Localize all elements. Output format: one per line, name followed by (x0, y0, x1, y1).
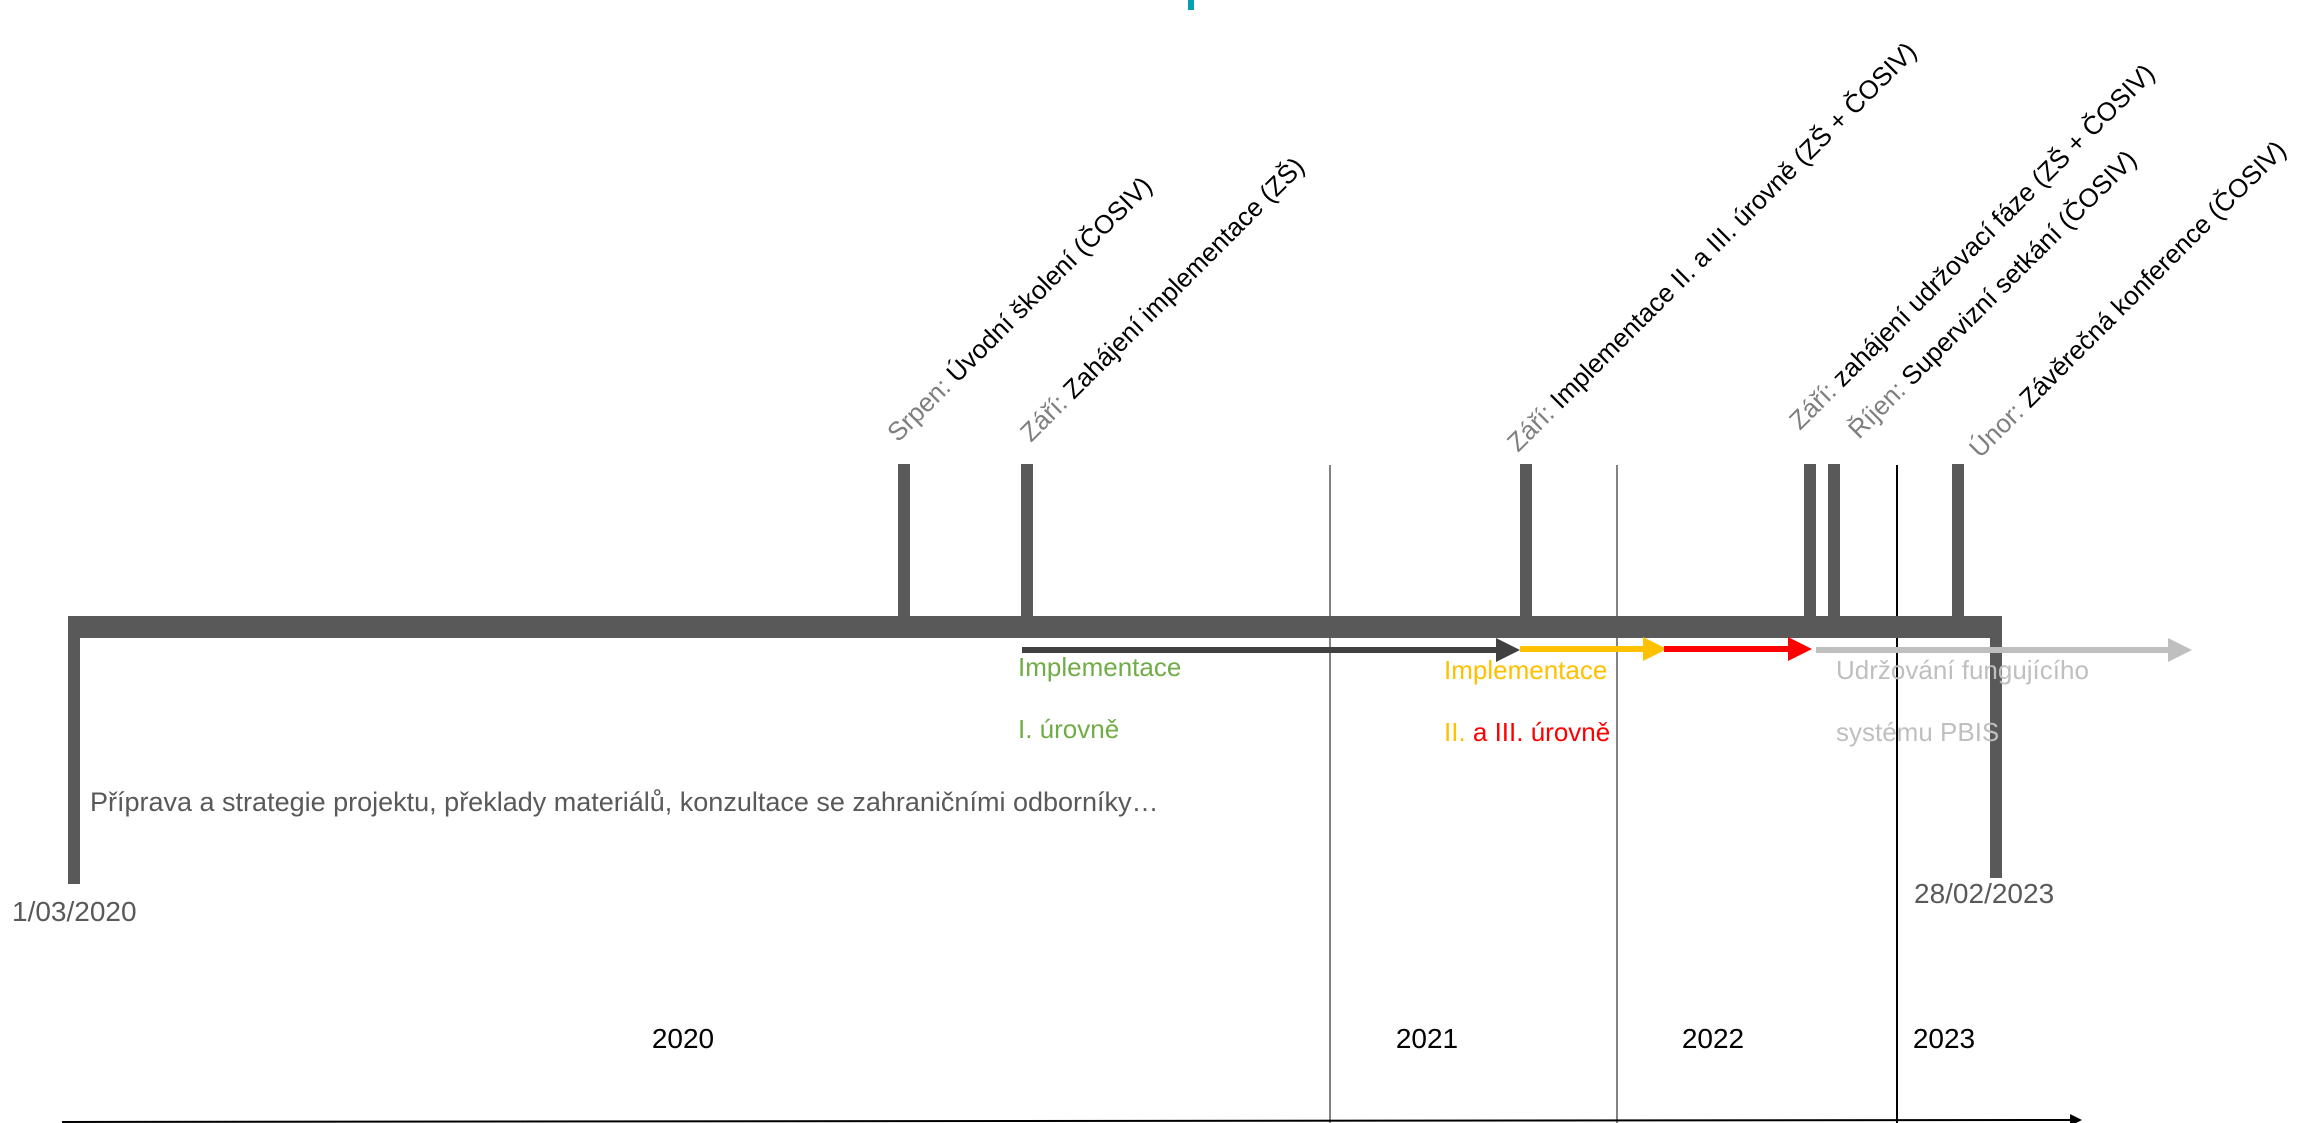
phase-maintenance-line1: Udržování fungujícího (1836, 655, 2089, 685)
milestone-label: Září: Implementace II. a III. úrovně (ZŠ… (1501, 36, 1922, 457)
phase-level1-line2: I. úrovně (1018, 714, 1119, 744)
milestone-tick (1021, 464, 1033, 618)
milestone-tick (1952, 464, 1964, 618)
phase-level23-line2: II. a III. úrovně (1444, 717, 1610, 747)
preparation-text: Příprava a strategie projektu, překlady … (90, 787, 1159, 817)
title-fragment (1188, 0, 1194, 10)
milestone-label: Srpen: Úvodní školení (ČOSIV) (881, 171, 1158, 448)
timeline-bar (68, 616, 2002, 638)
year-label: 2022 (1682, 1023, 1744, 1054)
phase-maintenance-line2: systému PBIS (1836, 717, 1999, 747)
phase-level23-line1: Implementace (1444, 655, 1607, 685)
start-date: 1/03/2020 (12, 896, 137, 927)
year-label: 2023 (1913, 1023, 1975, 1054)
milestone-tick (898, 464, 910, 618)
time-axis-arrow (61, 1114, 2082, 1123)
milestone-tick (1520, 464, 1532, 618)
year-label: 2021 (1396, 1023, 1458, 1054)
end-date: 28/02/2023 (1914, 878, 2054, 909)
milestone-label: Říjen: Supervizní setkání (ČOSIV) (1842, 144, 2142, 444)
phase-level1-line1: Implementace (1018, 652, 1181, 682)
milestone-label: Září: Zahájení implementace (ZŠ) (1014, 151, 1310, 447)
year-label: 2020 (652, 1023, 714, 1054)
timeline-start-post (68, 616, 80, 884)
milestone-tick (1828, 464, 1840, 618)
milestone-tick (1804, 464, 1816, 618)
timeline-end-post (1990, 616, 2002, 878)
